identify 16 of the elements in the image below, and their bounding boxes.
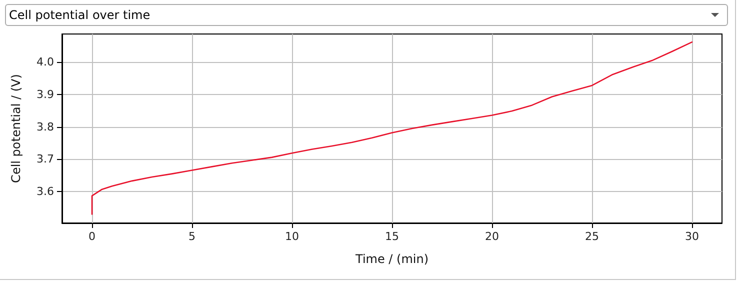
x-tick-label: 30	[685, 230, 699, 243]
chart-title: Cell potential over time	[9, 8, 150, 22]
y-tick-label: 4.0	[36, 56, 54, 69]
x-tick-label: 10	[285, 230, 299, 243]
y-tick-label: 3.7	[36, 152, 54, 166]
y-axis-title: Cell potential / (V)	[9, 74, 23, 183]
x-tick-label: 20	[485, 230, 499, 243]
y-tick-label: 3.9	[36, 88, 54, 102]
x-tick-label: 5	[188, 230, 196, 243]
x-axis-title: Time / (min)	[354, 252, 429, 266]
y-tick-label: 3.8	[36, 120, 54, 134]
x-tick-label: 0	[88, 230, 96, 243]
x-tick-label: 15	[385, 230, 399, 243]
x-tick-label: 25	[585, 230, 599, 243]
y-tick-label: 3.6	[36, 185, 54, 198]
line-series	[91, 41, 693, 215]
